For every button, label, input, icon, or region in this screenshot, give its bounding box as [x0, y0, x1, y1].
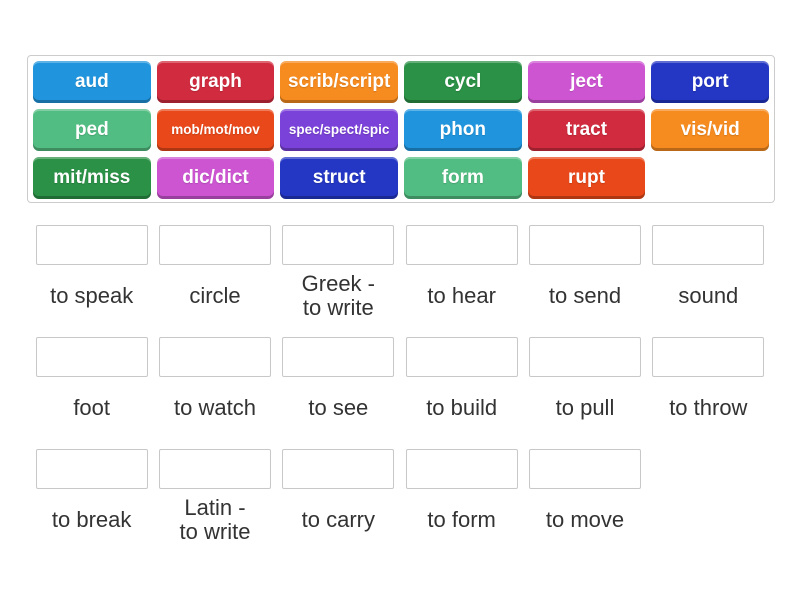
dropzone-to-break[interactable] — [35, 449, 148, 489]
answer-cell-to-build: to build — [400, 337, 523, 439]
answer-cell-greek-to-write: Greek - to write — [277, 225, 400, 327]
answer-label: to send — [548, 282, 622, 308]
dropzone-to-move[interactable] — [528, 449, 641, 489]
answer-cell-to-send: to send — [523, 225, 646, 327]
answer-grid: to speak circle Greek - to write to hear… — [30, 225, 770, 551]
tile-bank: aud graph scrib/script cycl ject port pe… — [27, 55, 775, 203]
tile-rupt[interactable]: rupt — [527, 157, 646, 199]
dropzone-circle[interactable] — [158, 225, 271, 265]
answer-label: circle — [189, 282, 241, 308]
dropzone-to-speak[interactable] — [35, 225, 148, 265]
tile-ped[interactable]: ped — [33, 109, 151, 151]
tile-mit-miss[interactable]: mit/miss — [33, 157, 151, 199]
answer-label: Latin - to write — [179, 494, 251, 544]
dropzone-to-build[interactable] — [405, 337, 518, 377]
answer-cell-latin-to-write: Latin - to write — [153, 449, 276, 551]
dropzone-to-watch[interactable] — [158, 337, 271, 377]
answer-label: Greek - to write — [301, 270, 375, 320]
tile-phon[interactable]: phon — [403, 109, 522, 151]
answer-label: to carry — [301, 506, 375, 532]
tile-spec-spect-spic[interactable]: spec/spect/spic — [280, 109, 398, 151]
answer-cell-sound: sound — [647, 225, 770, 327]
answer-cell-to-see: to see — [277, 337, 400, 439]
answer-label: foot — [73, 394, 111, 420]
dropzone-to-throw[interactable] — [652, 337, 765, 377]
dropzone-to-form[interactable] — [405, 449, 518, 489]
answer-cell-to-break: to break — [30, 449, 153, 551]
answer-cell-to-form: to form — [400, 449, 523, 551]
answer-label: sound — [678, 282, 739, 308]
answer-cell-to-hear: to hear — [400, 225, 523, 327]
tile-ject[interactable]: ject — [527, 61, 646, 103]
tile-dic-dict[interactable]: dic/dict — [156, 157, 275, 199]
dropzone-to-pull[interactable] — [528, 337, 641, 377]
answer-label: to form — [427, 506, 496, 532]
answer-cell-to-move: to move — [523, 449, 646, 551]
answer-cell-circle: circle — [153, 225, 276, 327]
answer-cell-to-pull: to pull — [523, 337, 646, 439]
tile-graph[interactable]: graph — [156, 61, 275, 103]
answer-label: to watch — [174, 394, 256, 420]
dropzone-latin-to-write[interactable] — [158, 449, 271, 489]
tile-port[interactable]: port — [651, 61, 769, 103]
dropzone-sound[interactable] — [652, 225, 765, 265]
tile-scrib-script[interactable]: scrib/script — [280, 61, 398, 103]
answer-cell-to-watch: to watch — [153, 337, 276, 439]
tile-cycl[interactable]: cycl — [403, 61, 522, 103]
answer-cell-to-throw: to throw — [647, 337, 770, 439]
dropzone-foot[interactable] — [35, 337, 148, 377]
dropzone-to-carry[interactable] — [282, 449, 395, 489]
tile-vis-vid[interactable]: vis/vid — [651, 109, 769, 151]
answer-cell-to-carry: to carry — [277, 449, 400, 551]
tile-form[interactable]: form — [403, 157, 522, 199]
answer-label: to break — [51, 506, 132, 532]
answer-label: to build — [426, 394, 498, 420]
dropzone-greek-to-write[interactable] — [282, 225, 395, 265]
dropzone-to-hear[interactable] — [405, 225, 518, 265]
answer-label: to hear — [427, 282, 496, 308]
answer-label: to move — [545, 506, 625, 532]
answer-cell-foot: foot — [30, 337, 153, 439]
tile-mob-mot-mov[interactable]: mob/mot/mov — [156, 109, 275, 151]
dropzone-to-see[interactable] — [282, 337, 395, 377]
answer-label: to speak — [50, 282, 134, 308]
answer-cell-to-speak: to speak — [30, 225, 153, 327]
dropzone-to-send[interactable] — [528, 225, 641, 265]
tile-grid: aud graph scrib/script cycl ject port pe… — [33, 61, 769, 199]
answer-label: to throw — [669, 394, 748, 420]
tile-struct[interactable]: struct — [280, 157, 398, 199]
tile-aud[interactable]: aud — [33, 61, 151, 103]
answer-label: to see — [308, 394, 369, 420]
tile-tract[interactable]: tract — [527, 109, 646, 151]
answer-label: to pull — [555, 394, 615, 420]
